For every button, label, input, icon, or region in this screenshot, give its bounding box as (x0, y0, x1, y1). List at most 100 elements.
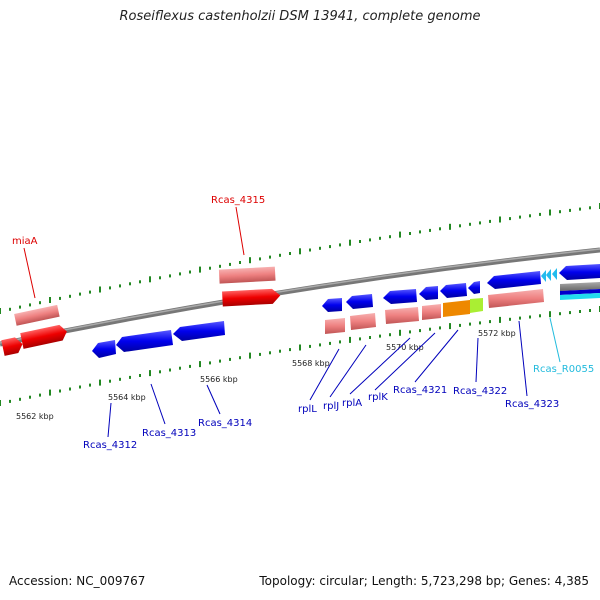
minor-tick (529, 214, 531, 218)
minor-tick (139, 374, 141, 377)
minor-tick (269, 255, 271, 259)
minor-tick (509, 317, 511, 321)
gene-Rcas_4314[interactable] (173, 321, 225, 341)
gene-rplK-pseudo (422, 304, 441, 320)
gene-orange (443, 300, 470, 317)
gene-rplJ[interactable] (346, 294, 373, 309)
minor-tick (439, 227, 441, 231)
minor-tick (569, 311, 571, 315)
forward-genes (0, 266, 281, 356)
major-tick (449, 223, 451, 230)
minor-tick (379, 334, 381, 338)
leader-lines (23, 206, 561, 438)
major-tick (149, 370, 151, 377)
major-tick (399, 231, 401, 238)
gene-Rcas_4313[interactable] (116, 330, 173, 352)
minor-tick (469, 322, 471, 326)
major-tick (249, 257, 251, 264)
minor-tick (319, 343, 321, 347)
minor-tick (509, 217, 511, 221)
scale-label: 5572 kbp (478, 329, 516, 338)
minor-tick (259, 257, 261, 261)
minor-tick (209, 361, 211, 365)
major-tick (49, 297, 51, 303)
backbone (0, 247, 600, 347)
reverse-genes (92, 264, 600, 358)
gray-strip (560, 282, 600, 291)
minor-tick (309, 344, 311, 348)
scale-label: 5562 kbp (16, 412, 54, 421)
minor-tick (139, 280, 141, 284)
major-tick (199, 266, 201, 273)
gene-rplL[interactable] (322, 298, 342, 312)
minor-tick (129, 375, 131, 379)
minor-tick (209, 266, 211, 270)
minor-tick (439, 326, 441, 330)
major-tick (0, 400, 1, 406)
gene-label-rplL: rplL (298, 404, 317, 415)
gene-rplA-pseudo (385, 307, 419, 324)
gene-Rcas_4322[interactable] (468, 281, 480, 294)
minor-tick (319, 246, 321, 250)
major-tick (249, 352, 251, 359)
gene-label-Rcas_4313: Rcas_4313 (142, 428, 196, 439)
gene-miaA[interactable] (0, 304, 69, 356)
minor-tick (329, 245, 331, 249)
gene-Rcas_R0055-arrow-2[interactable] (546, 269, 551, 281)
minor-tick (359, 337, 361, 341)
cyan-strip (560, 293, 600, 300)
major-tick (349, 239, 351, 246)
minor-tick (269, 351, 271, 355)
major-tick (499, 316, 501, 323)
gene-label-Rcas_4315: Rcas_4315 (211, 195, 265, 206)
minor-tick (419, 329, 421, 333)
minor-tick (159, 276, 161, 280)
gene-labels: miaA Rcas_4315 Rcas_4312 Rcas_4313 Rcas_… (12, 195, 594, 451)
minor-tick (89, 290, 91, 294)
gene-Rcas_4315[interactable] (218, 266, 281, 307)
minor-tick (119, 377, 121, 381)
minor-tick (489, 219, 491, 223)
minor-tick (229, 357, 231, 361)
gene-Rcas_4321[interactable] (440, 283, 467, 298)
minor-tick (289, 252, 291, 255)
minor-tick (189, 270, 191, 274)
minor-tick (9, 399, 11, 403)
gene-rplK[interactable] (419, 286, 438, 300)
minor-tick (279, 253, 281, 257)
minor-tick (379, 236, 381, 240)
minor-tick (59, 296, 61, 300)
major-tick (49, 389, 51, 396)
scale-label: 5566 kbp (200, 375, 238, 384)
gene-label-rplA: rplA (342, 398, 362, 409)
minor-tick (259, 352, 261, 356)
minor-tick (559, 210, 561, 214)
scale-label: 5564 kbp (108, 393, 146, 402)
gene-label-Rcas_4314: Rcas_4314 (198, 418, 252, 429)
minor-tick (409, 330, 411, 334)
minor-tick (519, 215, 521, 219)
gene-Rcas_R0055-arrow-1[interactable] (541, 270, 546, 282)
gene-Rcas_4323[interactable] (487, 271, 541, 289)
minor-tick (179, 366, 181, 370)
minor-tick (19, 397, 21, 401)
major-tick (299, 344, 301, 351)
minor-tick (79, 385, 81, 389)
gene-next-blue[interactable] (559, 264, 600, 280)
minor-tick (329, 341, 331, 345)
scale-labels: 5562 kbp 5564 kbp 5566 kbp 5568 kbp 5570… (16, 329, 516, 421)
minor-tick (459, 224, 461, 228)
gene-label-rplJ: rplJ (323, 401, 339, 412)
gene-Rcas_4312[interactable] (92, 340, 116, 358)
minor-tick (359, 240, 361, 243)
minor-tick (589, 206, 591, 210)
minor-tick (409, 232, 411, 235)
minor-tick (119, 284, 121, 288)
gene-label-Rcas_4312: Rcas_4312 (83, 440, 137, 451)
minor-tick (109, 286, 111, 290)
minor-tick (419, 230, 421, 234)
gene-rplA[interactable] (383, 289, 417, 304)
gene-Rcas_R0055-arrow-3[interactable] (552, 268, 557, 280)
major-tick (199, 361, 201, 368)
minor-tick (69, 387, 71, 391)
